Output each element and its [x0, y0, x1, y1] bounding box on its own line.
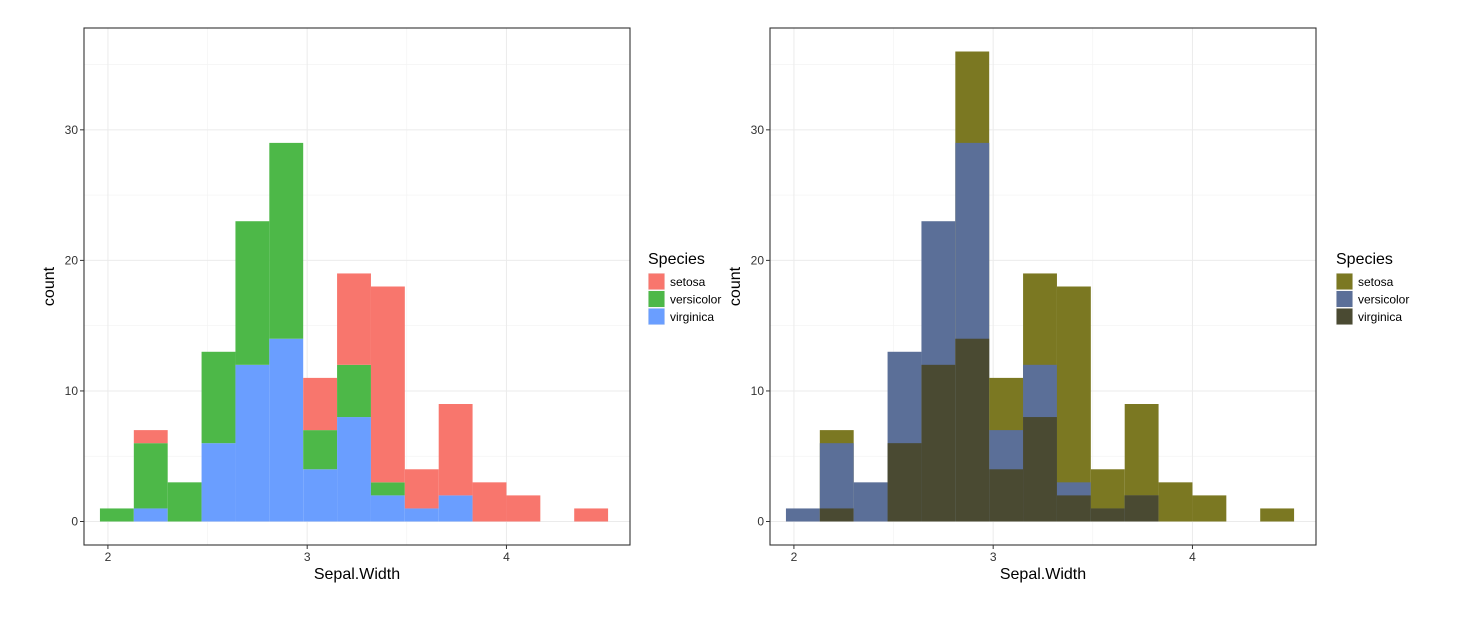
bar-virginica-3: [201, 443, 236, 522]
legend-swatch-virginica: [1336, 308, 1353, 325]
bar-setosa-9: [404, 469, 439, 509]
x-tick-label: 3: [304, 550, 311, 564]
y-tick-label: 10: [751, 384, 765, 398]
legend-label-versicolor: versicolor: [1358, 293, 1409, 307]
bar-virginica-4: [235, 364, 270, 522]
legend-label-versicolor: versicolor: [670, 293, 721, 307]
legend-swatch-setosa: [1336, 273, 1353, 290]
bar-setosa-6: [303, 377, 338, 431]
bar-versicolor-2: [853, 482, 888, 522]
bar-versicolor-4: [235, 221, 270, 365]
y-tick-label: 30: [751, 123, 765, 137]
legend-label-setosa: setosa: [1358, 275, 1394, 289]
y-tick-label: 20: [751, 253, 765, 267]
bar-versicolor-0: [785, 508, 820, 522]
legend-title: Species: [1336, 251, 1393, 268]
chart-panel-2: 0 10 20 30 2 3 4 Sepal.Width count Species setosa v…: [727, 27, 1409, 583]
y-tick-label: 30: [65, 123, 79, 137]
bar-virginica-7: [337, 417, 371, 522]
y-tick-label: 10: [65, 384, 79, 398]
bar-setosa-11: [472, 482, 507, 522]
bar-virginica-6: [303, 469, 338, 522]
bar-versicolor-1: [133, 443, 168, 509]
bar-setosa-10: [438, 404, 473, 496]
bar-virginica-1: [819, 508, 854, 522]
y-tick-label: 0: [757, 515, 764, 529]
bar-virginica-8: [1056, 495, 1091, 522]
bar-virginica-10: [438, 495, 473, 522]
bar-versicolor-5: [269, 142, 304, 339]
legend: Species setosa versicolor virginica: [1336, 251, 1409, 325]
panel-border: [83, 27, 631, 546]
x-tick-label: 3: [990, 550, 997, 564]
legend-swatch-versicolor: [648, 291, 665, 307]
bar-setosa-12: [506, 495, 541, 522]
legend-label-setosa: setosa: [670, 275, 706, 289]
panel-border: [769, 27, 1317, 546]
bar-setosa-14: [1260, 508, 1295, 522]
y-tick-label: 20: [65, 253, 79, 267]
bar-virginica-8: [370, 495, 405, 522]
x-axis-title: Sepal.Width: [314, 566, 400, 583]
bar-virginica-9: [1090, 508, 1125, 522]
bar-setosa-11: [1158, 482, 1193, 522]
bar-versicolor-3: [201, 351, 236, 444]
bar-virginica-9: [404, 508, 439, 522]
y-tick-label: 0: [71, 515, 78, 529]
bar-virginica-5: [269, 338, 304, 522]
legend: Species setosa versicolor virginica: [648, 251, 721, 325]
bar-versicolor-2: [167, 482, 202, 522]
bar-versicolor-0: [99, 508, 134, 522]
bar-versicolor-7: [337, 364, 371, 418]
chart-panel-1: 0 10 20 30 2 3 4 Sepal.Width count Species setosa v…: [41, 27, 721, 583]
x-tick-label: 2: [791, 550, 798, 564]
x-tick-label: 2: [105, 550, 112, 564]
legend-swatch-virginica: [648, 308, 665, 325]
y-axis-title: count: [41, 266, 58, 306]
bar-virginica-1: [133, 508, 168, 522]
x-tick-label: 4: [1189, 550, 1196, 564]
y-axis-title: count: [727, 266, 744, 306]
bar-versicolor-8: [370, 482, 405, 496]
legend-label-virginica: virginica: [1358, 310, 1402, 324]
bar-virginica-3: [887, 443, 922, 522]
bar-setosa-14: [574, 508, 609, 522]
bar-versicolor-6: [303, 430, 338, 470]
bar-virginica-10: [1124, 495, 1159, 522]
legend-swatch-setosa: [648, 273, 665, 290]
bar-setosa-1: [133, 430, 168, 444]
x-axis-title: Sepal.Width: [1000, 566, 1086, 583]
bar-virginica-5: [955, 338, 990, 522]
bar-setosa-12: [1192, 495, 1227, 522]
bar-setosa-8: [370, 286, 405, 483]
bar-virginica-4: [921, 364, 956, 522]
bar-virginica-6: [989, 469, 1024, 522]
bar-virginica-7: [1023, 417, 1057, 522]
x-tick-label: 4: [503, 550, 510, 564]
legend-label-virginica: virginica: [670, 310, 714, 324]
bar-setosa-7: [337, 273, 371, 365]
legend-title: Species: [648, 251, 705, 268]
legend-swatch-versicolor: [1336, 291, 1353, 307]
